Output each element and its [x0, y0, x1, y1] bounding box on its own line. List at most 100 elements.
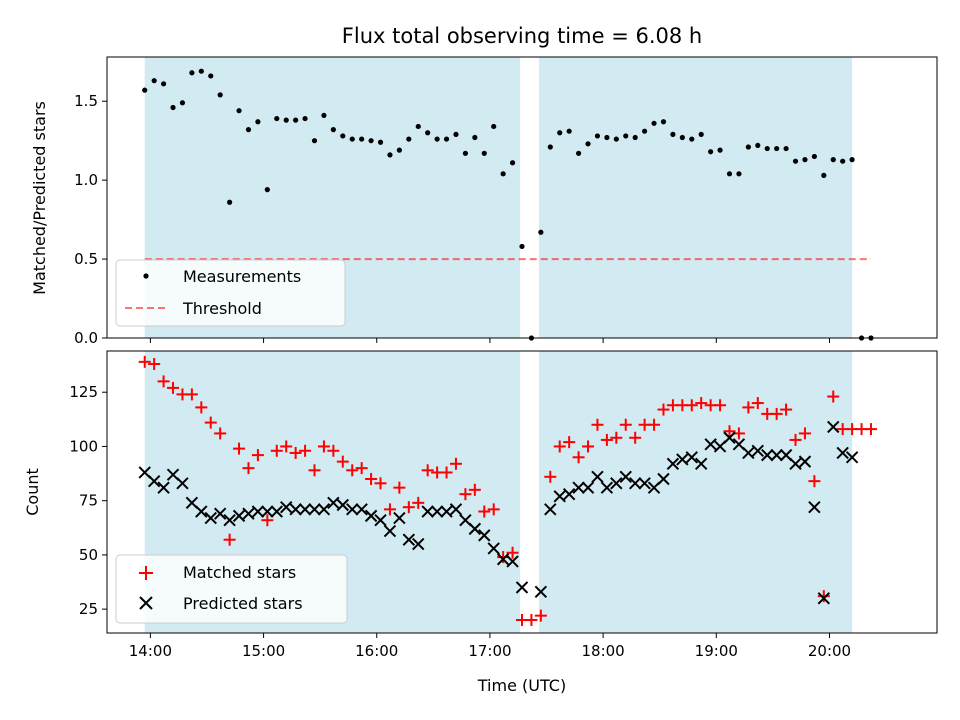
matched-point	[261, 514, 274, 527]
matched-point	[525, 613, 538, 626]
x-tick-label: 17:00	[468, 642, 511, 660]
predicted-point	[204, 511, 217, 525]
matched-point	[421, 464, 434, 477]
predicted-point	[619, 470, 632, 484]
matched-point	[440, 466, 453, 479]
matched-point	[563, 436, 576, 449]
measurement-point	[726, 171, 733, 177]
measurement-point	[264, 187, 270, 193]
predicted-point	[430, 505, 444, 518]
matched-point	[223, 533, 236, 546]
measurement-point	[151, 78, 157, 84]
measurement-point	[462, 150, 469, 156]
matched-point	[864, 423, 877, 436]
matched-point	[534, 609, 547, 622]
measurement-point	[764, 145, 770, 152]
measurement-point	[236, 108, 242, 114]
ratio-panel: 0.0 0.5 1.0 1.5 Matched/Predicted stars Mea…	[30, 56, 938, 347]
measurement-point	[509, 160, 516, 166]
matched-point	[817, 590, 830, 603]
ratio-plot-frame	[106, 56, 938, 339]
measurement-point	[293, 117, 299, 123]
x-tick-label: 16:00	[355, 642, 398, 660]
count-panel: 25 50 75 100 125 14:00 15:00 16:00 17:00 18:00 19…	[23, 350, 938, 695]
matched-point	[355, 462, 368, 475]
measurement-series	[142, 68, 874, 341]
matched-point	[214, 427, 227, 440]
predicted-point	[798, 455, 812, 468]
matched-point	[402, 501, 415, 514]
measurement-point	[717, 147, 723, 153]
matched-point	[610, 431, 623, 444]
predicted-point	[544, 503, 557, 516]
predicted-point	[383, 524, 397, 538]
matched-point	[789, 433, 802, 446]
measurement-point	[840, 158, 846, 164]
matched-point	[280, 440, 293, 453]
measurement-point	[481, 150, 487, 156]
matched-point	[138, 355, 151, 368]
measurement-point	[613, 136, 619, 142]
observing-band-2	[538, 351, 853, 633]
predicted-point	[298, 503, 312, 516]
predicted-point	[374, 513, 387, 527]
measurement-point	[736, 171, 742, 177]
matched-point	[336, 455, 349, 468]
measurement-point	[604, 134, 610, 141]
y-tick-label: 25	[79, 600, 98, 618]
matched-point	[827, 390, 840, 403]
measurement-point	[387, 152, 393, 158]
predicted-point	[581, 481, 595, 494]
measurement-point	[538, 229, 544, 235]
predicted-point	[261, 505, 274, 518]
observing-band-2	[538, 57, 853, 338]
measurement-point	[274, 115, 280, 122]
measurement-point	[783, 145, 789, 152]
matched-point	[251, 449, 264, 462]
threshold-legend-label: Threshold	[182, 299, 262, 318]
measurement-point	[321, 112, 327, 119]
matched-point	[449, 457, 462, 470]
predicted-point	[346, 503, 359, 516]
measurement-point	[368, 138, 374, 144]
measurement-point	[670, 131, 676, 137]
measurement-point	[642, 128, 648, 134]
matched-point	[657, 403, 670, 416]
measurement-point	[547, 144, 553, 150]
measurement-point	[491, 123, 497, 130]
predicted-point	[676, 453, 689, 466]
measurement-point	[198, 68, 204, 74]
predicted-point	[355, 503, 368, 516]
matched-point	[327, 444, 340, 457]
predicted-point	[562, 487, 576, 501]
x-tick-label: 20:00	[808, 642, 851, 660]
y-tick-label: 75	[79, 492, 98, 510]
predicted-point	[836, 446, 849, 460]
measurement-point	[434, 136, 440, 142]
predicted-point	[147, 474, 161, 488]
matched-point	[383, 503, 396, 516]
matched-point	[808, 475, 821, 488]
predicted-point	[232, 509, 246, 523]
matched-point	[742, 401, 755, 414]
predicted-point	[789, 457, 802, 471]
predicted-point	[327, 496, 340, 510]
matched-point	[770, 407, 783, 420]
measurement-point	[217, 92, 223, 98]
matched-point	[148, 358, 161, 371]
measurement-point	[689, 136, 695, 142]
measurement-point	[160, 81, 167, 87]
chart-title: Flux total observing time = 6.08 h	[342, 24, 702, 48]
predicted-point	[723, 431, 736, 444]
measurement-point	[632, 134, 638, 141]
matched-point	[317, 440, 330, 453]
x-axis-label: Time (UTC)	[477, 676, 566, 695]
matched-point	[393, 481, 406, 494]
ratio-y-axis-label: Matched/Predicted stars	[30, 101, 49, 295]
measurement-point	[698, 131, 704, 137]
measurement-point	[472, 134, 478, 141]
predicted-point	[449, 503, 463, 516]
predicted-point	[685, 451, 698, 464]
predicted-point	[666, 457, 680, 471]
measurement-point	[623, 133, 629, 139]
